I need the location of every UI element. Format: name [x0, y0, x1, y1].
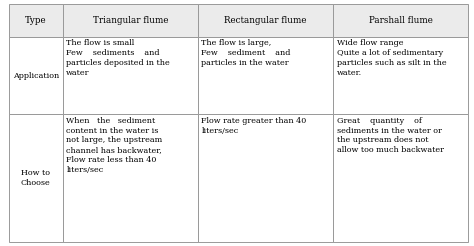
Text: The flow is small
Few    sediments    and
particles deposited in the
water: The flow is small Few sediments and part… — [66, 39, 170, 77]
Text: Application: Application — [13, 72, 59, 80]
Bar — [333, 114, 468, 242]
Text: Type: Type — [25, 16, 46, 25]
Text: Triangular flume: Triangular flume — [93, 16, 168, 25]
Bar — [9, 37, 63, 114]
Bar — [63, 4, 198, 37]
Bar — [9, 4, 63, 37]
Bar — [333, 4, 468, 37]
Text: Wide flow range
Quite a lot of sedimentary
particles such as silt in the
water.: Wide flow range Quite a lot of sedimenta… — [337, 39, 446, 77]
Text: When   the   sediment
content in the water is
not large, the upstream
channel ha: When the sediment content in the water i… — [66, 117, 163, 174]
Bar — [333, 37, 468, 114]
Text: Great    quantity    of
sediments in the water or
the upstream does not
allow to: Great quantity of sediments in the water… — [337, 117, 444, 154]
Bar — [198, 114, 333, 242]
Bar — [198, 4, 333, 37]
Bar — [63, 37, 198, 114]
Bar — [198, 37, 333, 114]
Text: Rectangular flume: Rectangular flume — [224, 16, 307, 25]
Bar — [63, 114, 198, 242]
Text: The flow is large,
Few    sediment    and
particles in the water: The flow is large, Few sediment and part… — [201, 39, 291, 67]
Text: How to
Choose: How to Choose — [21, 169, 51, 187]
Text: Parshall flume: Parshall flume — [369, 16, 433, 25]
Bar — [9, 114, 63, 242]
Text: Flow rate greater than 40
liters/sec: Flow rate greater than 40 liters/sec — [201, 117, 307, 135]
